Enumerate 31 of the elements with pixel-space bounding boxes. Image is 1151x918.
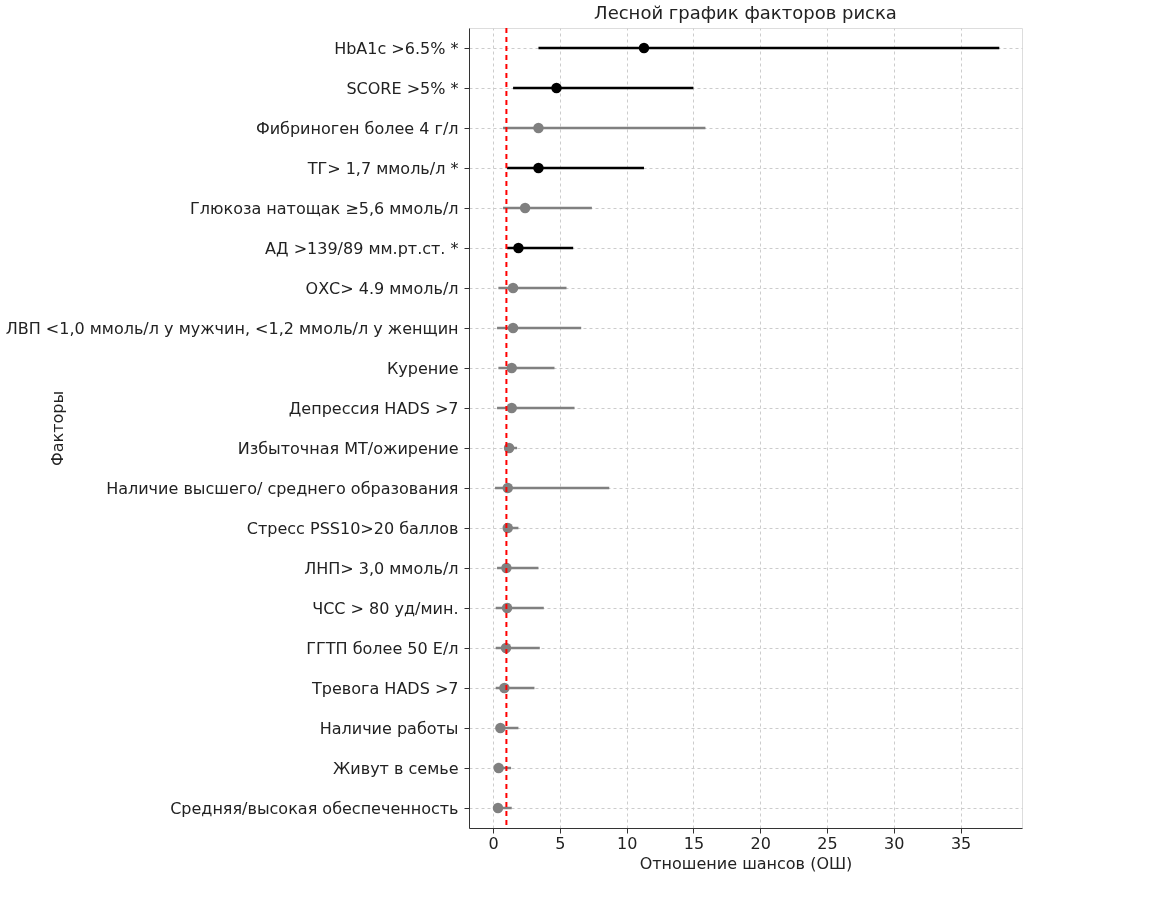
x-tick-label: 15	[683, 833, 705, 853]
y-tick-label: ГГТП более 50 Е/л	[306, 638, 459, 658]
y-tick-label: ЛНП> 3,0 ммоль/л	[304, 558, 459, 578]
y-tick-label: Курение	[386, 358, 459, 378]
x-tick-label: 20	[750, 833, 771, 853]
y-tick-label: Наличие высшего/ среднего образования	[106, 478, 459, 498]
y-tick-label: АД >139/89 мм.рт.ст. *	[265, 238, 459, 258]
y-tick-label: Тревога HADS >7	[311, 678, 459, 698]
y-tick-label: Глюкоза натощак ≥5,6 ммоль/л	[190, 198, 459, 218]
y-tick-label: ЛВП <1,0 ммоль/л у мужчин, <1,2 ммоль/л у женщин	[5, 318, 459, 338]
y-axis-title: Факторы	[47, 390, 67, 467]
y-tick-label: Депрессия HADS >7	[288, 398, 459, 418]
x-tick-label: 35	[950, 833, 972, 853]
y-tick-label: Живут в семье	[333, 758, 459, 778]
y-tick-label: Фибриноген более 4 г/л	[255, 118, 459, 138]
y-tick-label: Стресс PSS10>20 баллов	[246, 518, 459, 538]
y-tick-label: ЧСС > 80 уд/мин.	[312, 598, 459, 618]
x-tick-label: 0	[488, 833, 499, 853]
x-tick-label: 30	[884, 833, 905, 853]
y-tick-label: ТГ> 1,7 ммоль/л *	[306, 158, 459, 178]
y-tick-label: Средняя/высокая обеспеченность	[170, 798, 459, 818]
y-tick-label: ОХС> 4.9 ммоль/л	[305, 278, 459, 298]
x-tick-label: 25	[817, 833, 838, 853]
y-tick-label: Наличие работы	[319, 718, 459, 738]
y-tick-label: SCORE >5% *	[346, 78, 459, 98]
x-tick-label: 5	[555, 833, 566, 853]
y-tick-label: Избыточная МТ/ожирение	[237, 438, 459, 458]
x-tick-label: 10	[616, 833, 638, 853]
x-axis-title: Отношение шансов (ОШ)	[639, 853, 853, 873]
y-tick-label: HbA1c >6.5% *	[334, 38, 459, 58]
chart-title: Лесной график факторов риска	[594, 2, 897, 23]
